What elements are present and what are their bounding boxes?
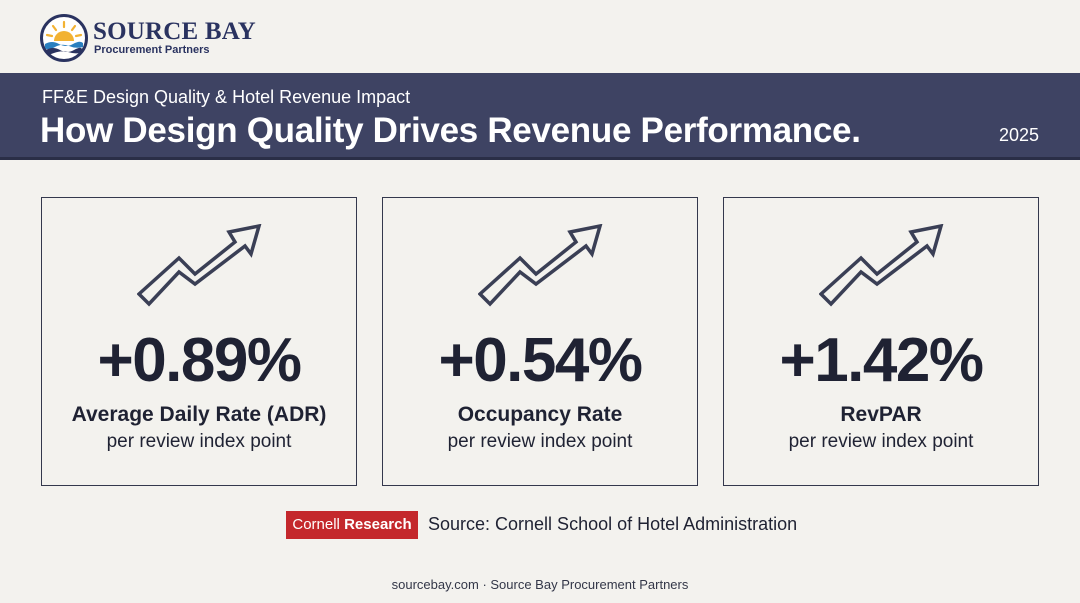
footer-text: sourcebay.com · Source Bay Procurement P… (391, 577, 689, 592)
sun-over-waves-icon (40, 14, 88, 62)
stat-value: +0.89% (97, 326, 302, 395)
stat-card-revpar: +1.42% RevPAR per review index point (723, 197, 1039, 486)
header-year: 2025 (998, 125, 1039, 145)
brand-name: SOURCE BAY (93, 18, 256, 45)
stat-metric: RevPAR (840, 403, 922, 426)
source-citation: Source: Cornell School of Hotel Administ… (428, 514, 798, 534)
stat-value: +1.42% (779, 326, 984, 395)
cornell-research-badge: Cornell Research (286, 511, 418, 539)
badge-label-institution: Cornell (292, 516, 340, 533)
stat-unit: per review index point (106, 431, 292, 452)
stat-card-adr: +0.89% Average Daily Rate (ADR) per revi… (41, 197, 357, 486)
trend-up-arrow-icon (478, 224, 603, 307)
header-banner: FF&E Design Quality & Hotel Revenue Impa… (0, 73, 1080, 160)
page-title: How Design Quality Drives Revenue Perfor… (40, 111, 861, 150)
trend-up-arrow-icon (819, 224, 944, 307)
stat-card-occupancy: +0.54% Occupancy Rate per review index p… (382, 197, 698, 486)
stat-metric: Occupancy Rate (457, 403, 623, 426)
brand-tagline: Procurement Partners (94, 44, 210, 56)
trend-up-arrow-icon (137, 224, 262, 307)
stat-unit: per review index point (447, 431, 633, 452)
stat-unit: per review index point (788, 431, 974, 452)
brand-logo: SOURCE BAY Procurement Partners (40, 14, 300, 64)
stat-metric: Average Daily Rate (ADR) (71, 403, 327, 426)
header-kicker: FF&E Design Quality & Hotel Revenue Impa… (42, 87, 411, 107)
badge-label-research: Research (344, 516, 412, 533)
stat-value: +0.54% (438, 326, 643, 395)
